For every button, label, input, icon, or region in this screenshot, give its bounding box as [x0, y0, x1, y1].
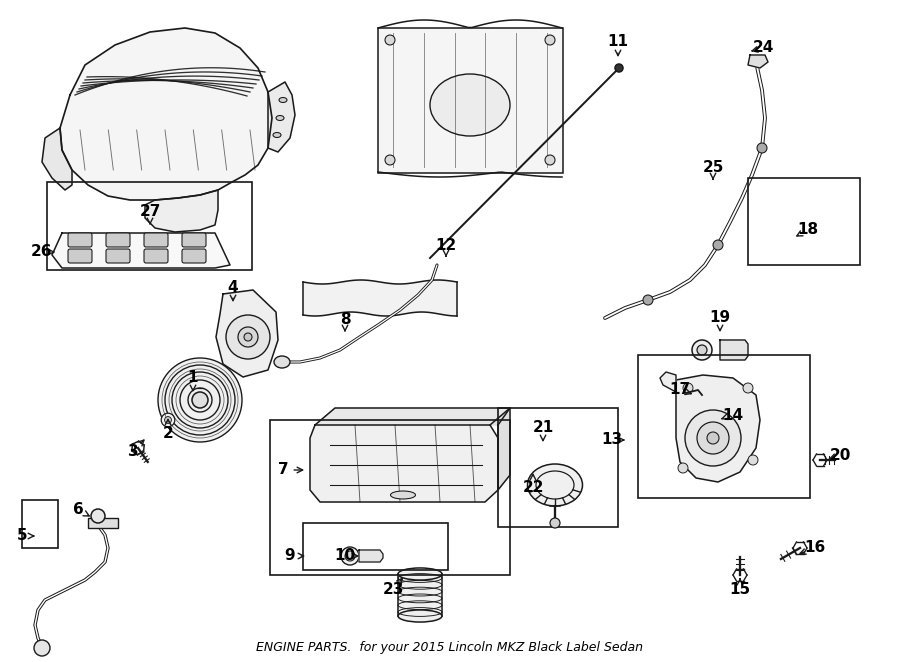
- Circle shape: [385, 155, 395, 165]
- Polygon shape: [60, 28, 272, 200]
- Bar: [303, 523, 448, 570]
- Circle shape: [158, 358, 242, 442]
- Circle shape: [550, 518, 560, 528]
- Bar: [398, 574, 442, 616]
- Circle shape: [615, 64, 623, 72]
- Text: 22: 22: [522, 479, 544, 495]
- Text: 7: 7: [278, 463, 288, 477]
- Circle shape: [678, 463, 688, 473]
- Ellipse shape: [274, 356, 290, 368]
- Circle shape: [545, 35, 555, 45]
- Bar: [498, 408, 618, 527]
- Text: 9: 9: [284, 549, 295, 563]
- Polygon shape: [303, 280, 457, 316]
- Circle shape: [692, 340, 712, 360]
- Text: 27: 27: [140, 205, 161, 220]
- Polygon shape: [720, 340, 748, 360]
- Text: 8: 8: [339, 312, 350, 326]
- Circle shape: [161, 413, 175, 427]
- Circle shape: [757, 143, 767, 153]
- Bar: [22, 500, 58, 548]
- Circle shape: [697, 422, 729, 454]
- Circle shape: [707, 432, 719, 444]
- Polygon shape: [660, 372, 676, 392]
- Text: 12: 12: [436, 238, 456, 252]
- Bar: [748, 178, 860, 265]
- FancyBboxPatch shape: [68, 249, 92, 263]
- Ellipse shape: [398, 568, 442, 580]
- Circle shape: [643, 295, 653, 305]
- Ellipse shape: [527, 464, 582, 506]
- Ellipse shape: [398, 610, 442, 622]
- Polygon shape: [359, 550, 383, 562]
- Circle shape: [748, 455, 758, 465]
- Text: 24: 24: [752, 40, 774, 56]
- Text: ENGINE PARTS.  for your 2015 Lincoln MKZ Black Label Sedan: ENGINE PARTS. for your 2015 Lincoln MKZ …: [256, 641, 644, 655]
- Text: 15: 15: [729, 583, 751, 598]
- Circle shape: [697, 345, 707, 355]
- Ellipse shape: [273, 132, 281, 138]
- Text: 20: 20: [829, 448, 850, 463]
- Circle shape: [341, 547, 359, 565]
- Text: 26: 26: [32, 244, 53, 260]
- Text: 17: 17: [670, 383, 690, 397]
- FancyBboxPatch shape: [144, 233, 168, 247]
- Ellipse shape: [279, 97, 287, 103]
- Text: 13: 13: [601, 432, 623, 448]
- Circle shape: [226, 315, 270, 359]
- Text: 21: 21: [533, 420, 554, 436]
- Polygon shape: [748, 55, 768, 68]
- Circle shape: [713, 240, 723, 250]
- Polygon shape: [216, 290, 278, 377]
- Text: 3: 3: [128, 444, 139, 459]
- Text: 11: 11: [608, 34, 628, 50]
- Circle shape: [91, 509, 105, 523]
- Text: 10: 10: [335, 549, 356, 563]
- Circle shape: [685, 410, 741, 466]
- FancyBboxPatch shape: [182, 233, 206, 247]
- FancyBboxPatch shape: [106, 233, 130, 247]
- Text: 14: 14: [723, 408, 743, 422]
- FancyBboxPatch shape: [68, 233, 92, 247]
- Polygon shape: [315, 408, 510, 425]
- Bar: [270, 420, 510, 575]
- FancyBboxPatch shape: [182, 249, 206, 263]
- Text: 6: 6: [73, 502, 84, 518]
- Text: 1: 1: [188, 371, 198, 385]
- Polygon shape: [490, 408, 510, 490]
- Polygon shape: [310, 425, 498, 502]
- Circle shape: [238, 327, 258, 347]
- Polygon shape: [52, 233, 230, 268]
- Polygon shape: [42, 128, 72, 190]
- Polygon shape: [268, 82, 295, 152]
- Circle shape: [743, 383, 753, 393]
- Circle shape: [244, 333, 252, 341]
- Bar: [378, 28, 563, 173]
- Text: 19: 19: [709, 310, 731, 326]
- Circle shape: [192, 392, 208, 408]
- Circle shape: [165, 416, 171, 424]
- Circle shape: [345, 551, 355, 561]
- Text: 16: 16: [805, 540, 825, 555]
- FancyBboxPatch shape: [144, 249, 168, 263]
- Text: 2: 2: [163, 426, 174, 440]
- Bar: [47, 182, 252, 270]
- Circle shape: [34, 640, 50, 656]
- Bar: [88, 518, 118, 528]
- Text: 18: 18: [797, 222, 819, 238]
- Ellipse shape: [391, 491, 416, 499]
- Text: 25: 25: [702, 160, 724, 175]
- Text: 4: 4: [228, 279, 238, 295]
- Ellipse shape: [430, 74, 510, 136]
- Text: 23: 23: [382, 583, 404, 598]
- Circle shape: [545, 155, 555, 165]
- Circle shape: [683, 383, 693, 393]
- Ellipse shape: [276, 115, 284, 120]
- Polygon shape: [676, 375, 760, 482]
- Polygon shape: [145, 190, 218, 232]
- Circle shape: [385, 35, 395, 45]
- Text: 5: 5: [17, 528, 27, 544]
- FancyBboxPatch shape: [106, 249, 130, 263]
- Bar: [638, 355, 810, 498]
